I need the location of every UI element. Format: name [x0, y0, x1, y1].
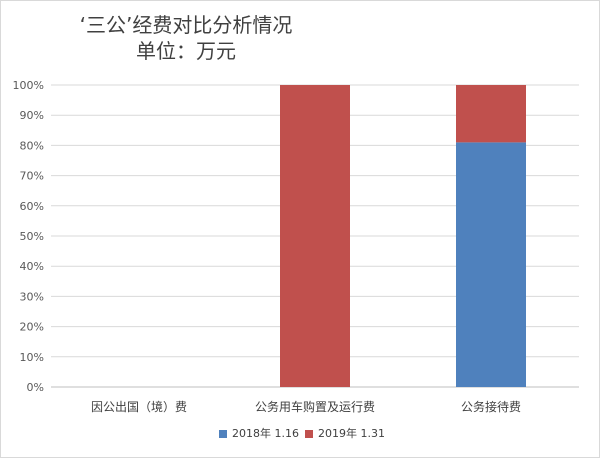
y-tick-label: 30% — [20, 290, 44, 303]
y-tick-label: 100% — [13, 79, 44, 92]
chart-title: ‘三公’经费对比分析情况 — [79, 13, 293, 37]
y-tick-label: 90% — [20, 109, 44, 122]
bar-segment — [456, 142, 526, 387]
y-tick-label: 50% — [20, 230, 44, 243]
bar-segment — [456, 85, 526, 143]
legend-label: 2019年 1.31 — [318, 426, 385, 440]
bar-segment — [280, 85, 350, 387]
y-tick-label: 0% — [27, 381, 44, 394]
legend-swatch — [305, 430, 313, 438]
y-tick-label: 10% — [20, 351, 44, 364]
chart-subtitle: 单位：万元 — [136, 39, 236, 63]
y-tick-label: 40% — [20, 260, 44, 273]
y-tick-label: 20% — [20, 321, 44, 334]
y-tick-label: 80% — [20, 139, 44, 152]
category-label: 公务用车购置及运行费 — [255, 399, 375, 414]
legend-label: 2018年 1.16 — [232, 426, 299, 440]
y-tick-label: 60% — [20, 200, 44, 213]
category-label: 因公出国（境）费 — [91, 399, 187, 414]
category-label: 公务接待费 — [461, 399, 521, 414]
y-tick-label: 70% — [20, 170, 44, 183]
legend-swatch — [219, 430, 227, 438]
